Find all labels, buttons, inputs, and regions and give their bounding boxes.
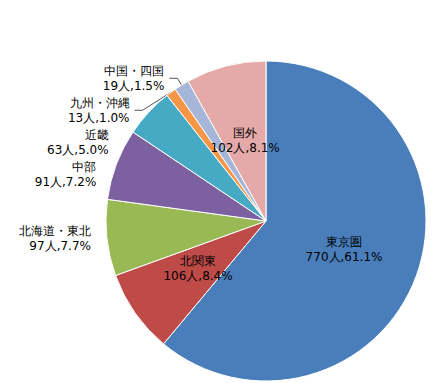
svg-text:中部: 中部	[72, 160, 96, 174]
svg-text:中国・四国: 中国・四国	[104, 64, 164, 78]
svg-text:91人,7.2%: 91人,7.2%	[35, 175, 97, 189]
svg-text:102人,8.1%: 102人,8.1%	[211, 141, 280, 155]
svg-text:106人,8.4%: 106人,8.4%	[163, 269, 232, 283]
svg-text:東京圏: 東京圏	[326, 235, 362, 249]
svg-text:国外: 国外	[233, 126, 257, 140]
svg-text:97人,7.7%: 97人,7.7%	[29, 239, 91, 253]
svg-text:19人,1.5%: 19人,1.5%	[103, 79, 165, 93]
svg-text:北海道・東北: 北海道・東北	[19, 224, 91, 238]
svg-text:九州・沖縄: 九州・沖縄	[70, 96, 130, 110]
svg-text:770人,61.1%: 770人,61.1%	[306, 250, 383, 264]
svg-text:北関東: 北関東	[180, 254, 216, 268]
svg-text:13人,1.0%: 13人,1.0%	[68, 111, 130, 125]
svg-text:近畿: 近畿	[85, 128, 109, 142]
svg-text:63人,5.0%: 63人,5.0%	[47, 143, 109, 157]
